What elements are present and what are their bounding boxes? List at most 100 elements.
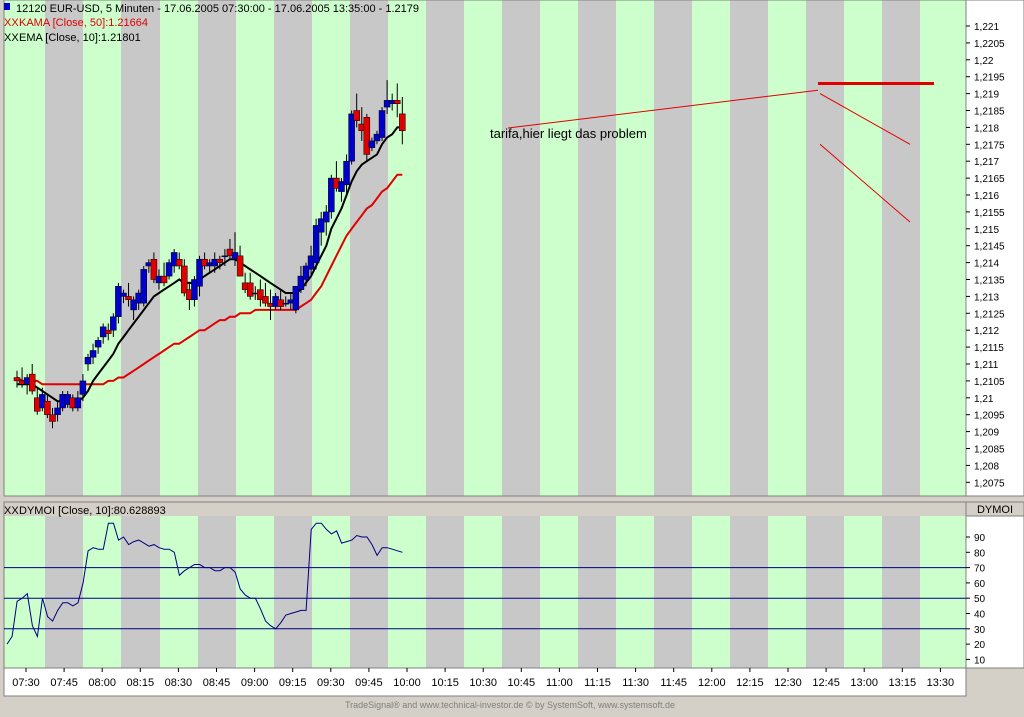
oscillator-band <box>236 516 274 668</box>
oscillator-axis-labels: 90 80 70 60 50 40 30 20 10 <box>966 533 986 666</box>
price-band <box>83 0 121 496</box>
price-tick-label: 1,219 <box>974 90 999 101</box>
time-tick-label: 09:00 <box>241 677 269 689</box>
candle-body <box>292 286 300 311</box>
oscillator-level-lines <box>4 567 966 630</box>
price-tick-label: 1,2155 <box>974 208 1005 219</box>
candle-body <box>317 218 325 233</box>
candle-body <box>257 289 264 301</box>
price-tick-label: 1,2195 <box>974 73 1005 84</box>
price-tick-label: 1,2145 <box>974 242 1005 253</box>
symbol-legend[interactable]: 12120 EUR-USD, 5 Minuten - 17.06.2005 07… <box>16 3 419 15</box>
price-tick-label: 1,214 <box>974 259 999 270</box>
candle-body <box>363 117 371 155</box>
price-band <box>844 0 882 496</box>
dymoi-line <box>6 522 403 645</box>
ema-marker-icon: XX <box>4 32 19 44</box>
annotation-lines <box>507 89 911 223</box>
price-tick-label: 1,217 <box>974 157 999 168</box>
annotation-text: tarifa,hier liegt das problem <box>490 126 647 141</box>
oscillator-band <box>464 516 502 668</box>
time-tick-label: 11:30 <box>622 677 649 689</box>
candle-body <box>84 356 92 365</box>
candle-body <box>297 275 305 290</box>
oscillator-band <box>388 516 426 668</box>
candle-body <box>394 100 401 104</box>
candle-body <box>28 373 36 392</box>
oscillator-tick-label: 90 <box>974 533 986 544</box>
oscillator-tick-label: 40 <box>974 610 986 621</box>
price-band <box>502 0 540 496</box>
candle-body <box>282 302 289 305</box>
time-tick-label: 12:00 <box>698 677 726 689</box>
oscillator-band <box>502 516 540 668</box>
dymoi-axis-title: DYMOI <box>977 504 1013 516</box>
time-axis[interactable] <box>3 667 967 697</box>
time-tick-label: 11:15 <box>584 677 611 689</box>
time-tick-label: 13:30 <box>927 677 955 689</box>
price-tick-label: 1,215 <box>974 225 999 236</box>
time-tick-label: 12:30 <box>774 677 802 689</box>
candle-body <box>262 296 269 304</box>
candle-body <box>353 110 360 121</box>
price-axis[interactable] <box>965 0 1024 497</box>
price-tick-label: 1,208 <box>974 461 999 472</box>
oscillator-band <box>730 516 768 668</box>
kama-legend[interactable]: KAMA [Close, 50]:1.21664 <box>19 17 148 29</box>
ema-legend[interactable]: EMA [Close, 10]:1.21801 <box>19 32 141 44</box>
oscillator-tick-label: 20 <box>974 640 986 651</box>
candle-body <box>79 380 87 395</box>
oscillator-axis[interactable] <box>965 515 1024 669</box>
price-tick-label: 1,2165 <box>974 174 1005 185</box>
price-band <box>121 0 160 496</box>
time-tick-label: 09:30 <box>317 677 345 689</box>
oscillator-band <box>160 516 198 668</box>
price-tick-label: 1,209 <box>974 428 999 439</box>
price-band <box>540 0 578 496</box>
price-band <box>806 0 844 496</box>
price-tick-label: 1,213 <box>974 292 999 303</box>
time-tick-label: 10:30 <box>469 677 497 689</box>
dymoi-legend[interactable]: DYMOI [Close, 10]:80.628893 <box>19 505 166 517</box>
price-tick-label: 1,21 <box>974 394 994 405</box>
oscillator-band <box>350 516 388 668</box>
candle-body <box>160 275 168 284</box>
time-tick-label: 08:00 <box>88 677 116 689</box>
price-band <box>616 0 654 496</box>
upper-trend-line <box>819 93 911 145</box>
candle-body <box>221 255 229 258</box>
price-tick-label: 1,2075 <box>974 478 1005 489</box>
oscillator-band <box>654 516 692 668</box>
price-band <box>274 0 312 496</box>
candle-body <box>165 262 173 277</box>
price-tick-label: 1,211 <box>974 360 999 371</box>
time-tick-label: 13:15 <box>889 677 917 689</box>
candle-body <box>89 350 97 358</box>
oscillator-band <box>578 516 616 668</box>
oscillator-band <box>920 516 966 668</box>
price-band <box>730 0 768 496</box>
candle-body <box>236 255 244 277</box>
price-tick-label: 1,2135 <box>974 276 1005 287</box>
price-tick-label: 1,2115 <box>974 343 1004 354</box>
candle-body <box>328 177 335 213</box>
oscillator-tick-label: 80 <box>974 548 986 559</box>
price-band <box>882 0 920 496</box>
candle-body <box>125 296 132 301</box>
time-tick-label: 09:15 <box>279 677 307 689</box>
oscillator-band <box>882 516 920 668</box>
candlestick-series <box>13 80 406 429</box>
price-tick-label: 1,2085 <box>974 445 1005 456</box>
oscillator-band <box>616 516 654 668</box>
oscillator-tick-label: 50 <box>974 594 986 605</box>
oscillator-band <box>4 516 45 668</box>
oscillator-band <box>540 516 578 668</box>
oscillator-band <box>274 516 312 668</box>
candle-body <box>120 292 127 297</box>
time-tick-label: 08:45 <box>203 677 231 689</box>
time-tick-label: 12:15 <box>736 677 764 689</box>
candle-body <box>74 397 82 409</box>
price-tick-label: 1,22 <box>974 56 994 67</box>
candle-body <box>368 140 376 148</box>
